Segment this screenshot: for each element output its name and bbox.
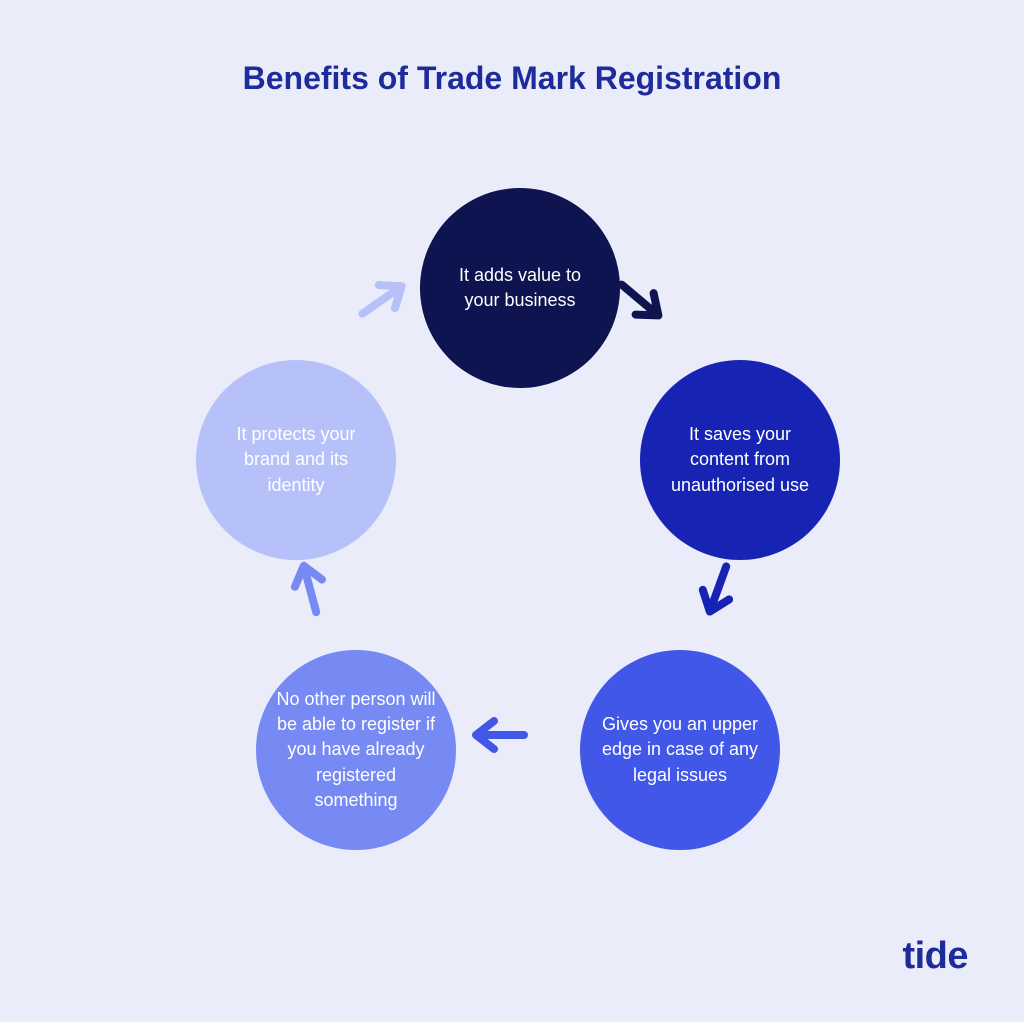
cycle-node-2-label: It saves your content from unauthorised … [660,422,820,498]
cycle-node-3: Gives you an upper edge in case of any l… [580,650,780,850]
cycle-arrow-5 [347,265,417,335]
cycle-arrow-3 [465,700,535,770]
cycle-arrow-4 [275,554,345,624]
cycle-node-1-label: It adds value to your business [440,263,600,313]
cycle-node-4: No other person will be able to register… [256,650,456,850]
brand-logo: tide [902,935,968,978]
infographic-canvas: Benefits of Trade Mark Registration It a… [0,0,1024,1022]
page-title: Benefits of Trade Mark Registration [0,60,1024,97]
cycle-node-2: It saves your content from unauthorised … [640,360,840,560]
cycle-node-3-label: Gives you an upper edge in case of any l… [600,712,760,788]
cycle-node-5-label: It protects your brand and its identity [216,422,376,498]
cycle-node-1: It adds value to your business [420,188,620,388]
cycle-arrow-2 [683,554,753,624]
cycle-node-4-label: No other person will be able to register… [276,687,436,813]
cycle-node-5: It protects your brand and its identity [196,360,396,560]
